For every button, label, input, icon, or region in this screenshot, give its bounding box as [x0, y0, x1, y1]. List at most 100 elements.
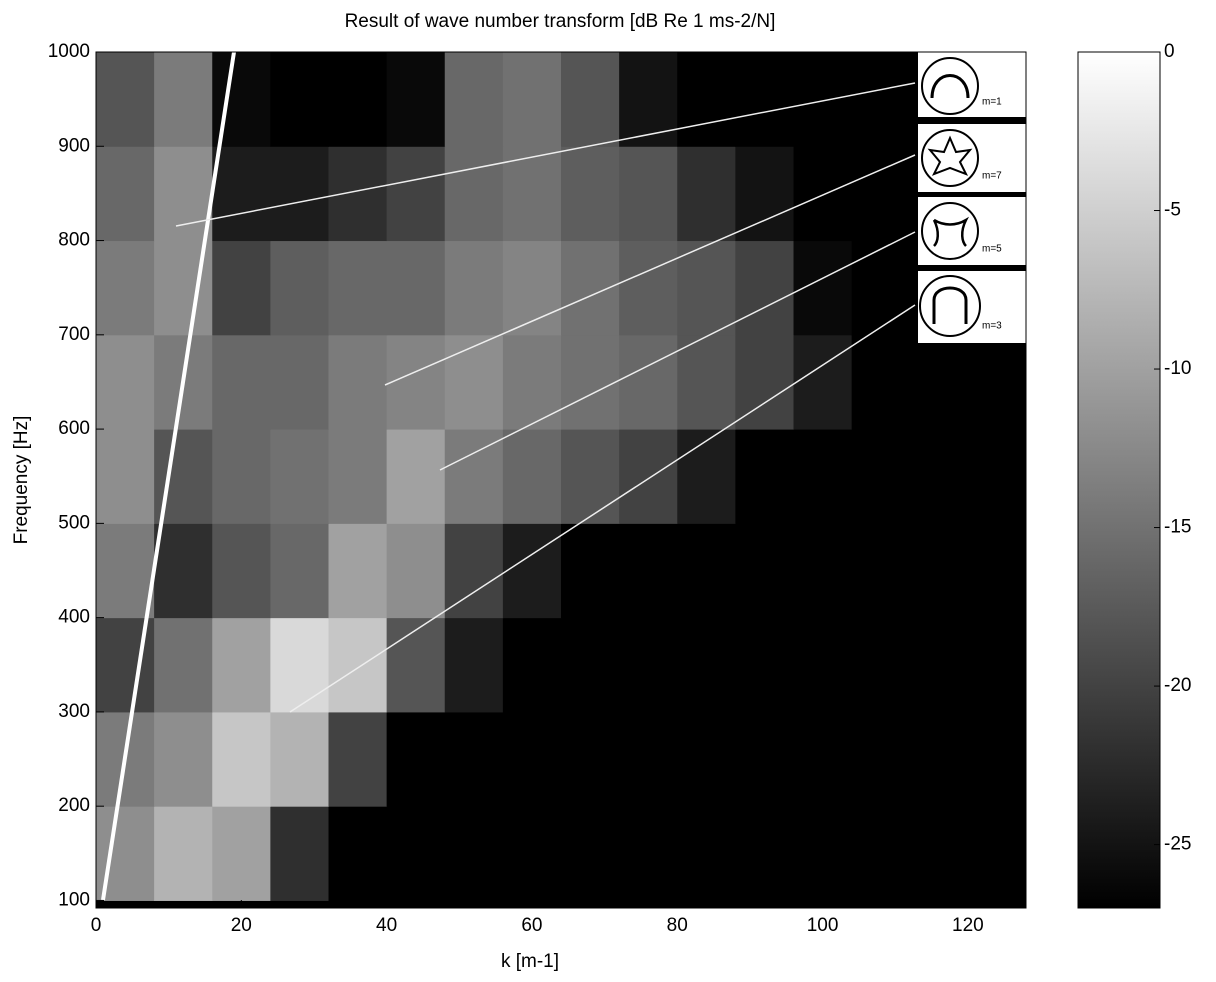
heatmap-cell [502, 523, 562, 619]
heatmap-cell [561, 240, 620, 336]
heatmap-cell [735, 334, 794, 430]
heatmap-cell [444, 334, 504, 430]
heatmap-cell [619, 146, 678, 242]
heatmap-cell [967, 806, 1027, 901]
axes: 0 20 40 60 80 100 120 100 200 300 400 500 600 700 800 9… [48, 41, 984, 936]
heatmap-cell [561, 711, 620, 807]
x-tick-label: 80 [667, 915, 688, 936]
heatmap-cell [212, 617, 271, 713]
pointer-line [384, 154, 916, 386]
icon-box [918, 197, 1026, 265]
heatmap-cell [793, 806, 853, 901]
x-tick-label: 100 [807, 915, 839, 936]
heatmap-cell [561, 523, 620, 619]
heatmap-cell [793, 334, 853, 430]
heatmap-cell [96, 334, 155, 430]
plot-frame [95, 51, 1027, 909]
icon-shape [930, 74, 970, 99]
heatmap-cell [328, 334, 388, 430]
y-tick-label: 300 [58, 701, 90, 722]
heatmap-cell [735, 711, 794, 807]
y-tick-label: 900 [58, 135, 90, 156]
pointer-line [289, 304, 916, 713]
heatmap-cell [851, 240, 911, 336]
heatmap-cell [793, 429, 853, 524]
y-tick-label: 600 [58, 418, 90, 439]
heatmap-cell [793, 617, 853, 713]
colorbar-fill [1077, 51, 1161, 909]
heatmap-cell [561, 617, 620, 713]
heatmap-cell [909, 334, 969, 430]
heatmap-cell [328, 429, 388, 524]
y-tick-label: 500 [58, 512, 90, 533]
y-tick-label: 400 [58, 607, 90, 628]
heatmap-cell [270, 429, 329, 524]
heatmap-cell [386, 806, 446, 901]
heatmap-cell [677, 52, 736, 147]
heatmap-cell [154, 711, 213, 807]
heatmap-cell [386, 429, 446, 524]
colorbar-tick-label: -20 [1164, 675, 1191, 696]
y-tick-label: 800 [58, 230, 90, 251]
heatmap-cell [154, 52, 213, 147]
heatmap-cell [270, 806, 329, 901]
heatmap-cell [502, 711, 562, 807]
icon-shape [927, 135, 973, 176]
heatmap-cell [619, 711, 678, 807]
heatmap-cell [444, 711, 504, 807]
heatmap-cell [677, 711, 736, 807]
heatmap-cell [444, 146, 504, 242]
pointer-line [439, 231, 916, 471]
heatmap-cell [619, 334, 678, 430]
heatmap-cell [154, 806, 213, 901]
heatmap-cell [561, 334, 620, 430]
heatmap-cell [212, 711, 271, 807]
icon-circle [919, 275, 981, 337]
heatmap-cell [677, 240, 736, 336]
mode-label: m=3 [982, 321, 1002, 332]
heatmap-cell [851, 429, 911, 524]
mode-label: m=1 [982, 97, 1002, 108]
heatmap-cell [851, 334, 911, 430]
heatmap-cell [967, 617, 1027, 713]
y-axis-label: Frequency [Hz] [11, 416, 32, 545]
heatmap-cell [561, 806, 620, 901]
heatmap-cell [270, 617, 329, 713]
heatmap-cell [386, 146, 446, 242]
heatmap-cell [444, 806, 504, 901]
heatmap-cell [677, 617, 736, 713]
heatmap-cell [212, 806, 271, 901]
heatmap-cell [909, 617, 969, 713]
heatmap-cell [735, 806, 794, 901]
heatmap-cell [386, 617, 446, 713]
heatmap-cell [444, 52, 504, 147]
y-tick-label: 200 [58, 795, 90, 816]
heatmap-cell [154, 617, 213, 713]
heatmap-cell [619, 617, 678, 713]
colorbar-tick-label: -5 [1164, 200, 1181, 221]
heatmap-cell [677, 523, 736, 619]
pointer-line [175, 82, 916, 227]
heatmap-cell [677, 429, 736, 524]
heatmap-cell [386, 240, 446, 336]
heatmap-cell [328, 711, 388, 807]
x-tick-label: 20 [231, 915, 252, 936]
x-tick-label: 60 [521, 915, 542, 936]
y-tick-label: 100 [58, 889, 90, 910]
heatmap-cell [502, 806, 562, 901]
heatmap-cell [328, 52, 388, 147]
chart-title: Result of wave number transform [dB Re 1… [345, 11, 776, 32]
x-tick-label: 0 [91, 915, 102, 936]
heatmap-cell [386, 711, 446, 807]
heatmap-cell [735, 617, 794, 713]
heatmap-cell [677, 806, 736, 901]
heatmap-cell [909, 429, 969, 524]
heatmap-cell [212, 146, 271, 242]
heatmap-cell [444, 617, 504, 713]
icon-circle [921, 57, 979, 115]
heatmap-cell [328, 523, 388, 619]
heatmap-cell [851, 52, 911, 147]
heatmap [96, 52, 1027, 901]
heatmap-cell [386, 523, 446, 619]
